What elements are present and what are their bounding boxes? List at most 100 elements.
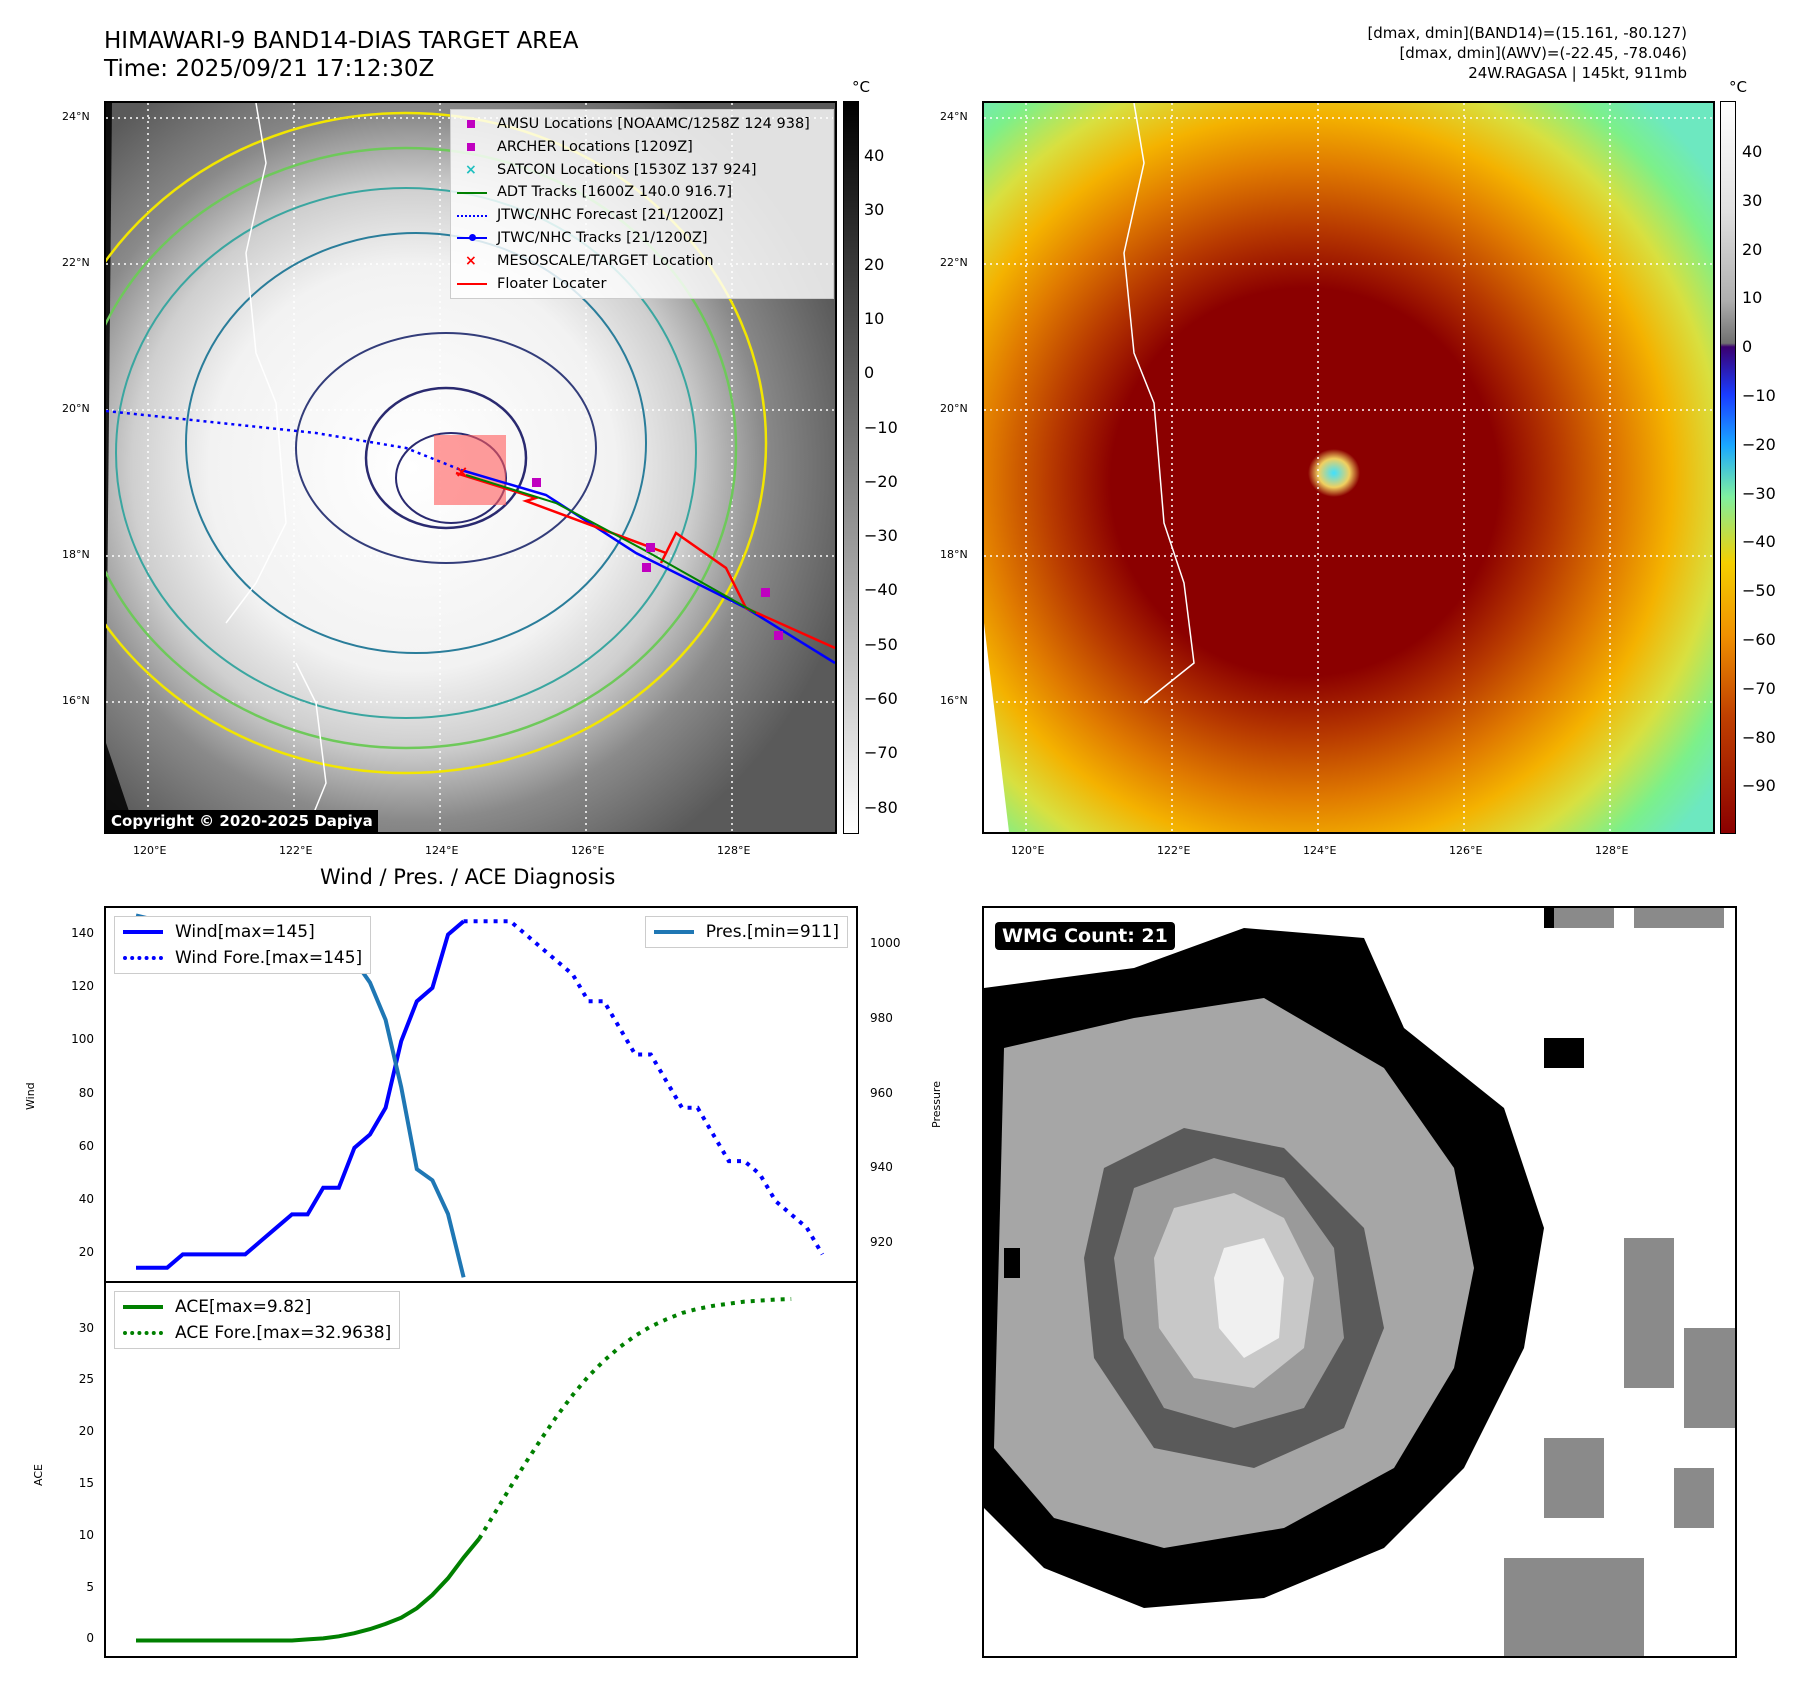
colorbar-tick: −10 (1742, 386, 1776, 405)
pressure-axis-label: Pressure (930, 1081, 943, 1128)
ace-legend: ACE[max=9.82] ACE Fore.[max=32.9638] (114, 1291, 401, 1349)
legend-label: AMSU Locations [NOAAMC/1258Z 124 938] (497, 116, 810, 132)
series-line-0 (136, 919, 465, 1270)
legend-square-icon (457, 140, 487, 154)
colorbar-tick: 30 (1742, 190, 1763, 210)
colorbar-tick: −70 (864, 743, 898, 763)
lat-tick: 22°N (940, 256, 968, 269)
awv-map-svg (984, 103, 1713, 832)
legend-item-wind: Wind[max=145] (123, 919, 362, 945)
lat-tick: 16°N (62, 694, 90, 707)
lon-tick: 120°E (133, 844, 167, 857)
legend-line-icon (457, 277, 487, 291)
legend-label: ARCHER Locations [1209Z] (497, 138, 693, 155)
colorbar-tick: 0 (1742, 337, 1753, 357)
colorbar-tick: 10 (864, 308, 885, 328)
legend-line-icon (123, 930, 163, 934)
svg-text:×: × (455, 462, 468, 481)
ace-y-tick: 0 (86, 1631, 94, 1646)
colorbar-right-unit: °C (1729, 78, 1747, 96)
ace-y-tick: 5 (86, 1579, 94, 1594)
wmg-count-badge: WMG Count: 21 (995, 922, 1175, 950)
ace-y-tick: 25 (78, 1372, 94, 1387)
lon-tick: 124°E (425, 844, 459, 857)
info-awv-range: [dmax, dmin](AWV)=(-22.45, -78.046) (1399, 44, 1687, 62)
lon-tick: 124°E (1303, 844, 1337, 857)
awv-map-panel (982, 101, 1715, 834)
colorbar-tick: 20 (864, 254, 885, 274)
wind-y-tick: 80 (78, 1085, 94, 1100)
legend-x-icon: × (465, 253, 477, 270)
lat-tick: 24°N (940, 110, 968, 123)
legend-label: Pres.[min=911] (705, 922, 839, 942)
wind-y-tick: 140 (71, 925, 94, 940)
legend-item-wind-forecast: Wind Fore.[max=145] (123, 945, 362, 971)
legend-dotted-icon (457, 209, 487, 223)
ace-chart-panel: ACE[max=9.82] ACE Fore.[max=32.9638] (104, 1281, 858, 1658)
info-storm: 24W.RAGASA | 145kt, 911mb (1468, 64, 1687, 82)
pressure-y-tick: 940 (870, 1160, 893, 1175)
wind-y-tick: 60 (78, 1138, 94, 1153)
legend-line-icon (123, 1305, 163, 1309)
legend-square-icon (457, 117, 487, 131)
wind-pressure-chart-panel: Wind[max=145] Wind Fore.[max=145] Pres.[… (104, 906, 858, 1283)
legend-dotted-icon (123, 1331, 163, 1335)
colorbar-right (1720, 101, 1736, 834)
colorbar-tick: −80 (864, 797, 898, 817)
wmg-image (984, 908, 1735, 1656)
legend-label: JTWC/NHC Tracks [21/1200Z] (497, 229, 708, 246)
lat-tick: 20°N (940, 402, 968, 415)
lon-tick: 126°E (571, 844, 605, 857)
ace-series-line-0 (136, 1537, 481, 1643)
colorbar-left-unit: °C (852, 78, 870, 96)
copyright-label: Copyright © 2020-2025 Dapiya (106, 810, 378, 832)
ir-map-panel: × Copyright © 2020-2025 Dapiya AMSU Loca… (104, 101, 837, 834)
colorbar-tick: −50 (864, 634, 898, 654)
ace-y-tick: 20 (78, 1424, 94, 1439)
legend-item-forecast: JTWC/NHC Forecast [21/1200Z] (457, 204, 827, 227)
pressure-legend: Pres.[min=911] (644, 916, 848, 948)
info-band14-range: [dmax, dmin](BAND14)=(15.161, -80.127) (1367, 24, 1687, 42)
pressure-y-tick: 1000 (870, 936, 901, 951)
legend-item-ace-forecast: ACE Fore.[max=32.9638] (123, 1320, 391, 1346)
lon-tick: 128°E (717, 844, 751, 857)
colorbar-tick: 30 (864, 200, 885, 220)
colorbar-tick: −90 (1742, 776, 1776, 796)
pressure-y-tick: 920 (870, 1234, 893, 1249)
ace-y-tick: 15 (78, 1476, 94, 1491)
diagnosis-title: Wind / Pres. / ACE Diagnosis (320, 865, 616, 889)
ace-axis-label: ACE (32, 1464, 45, 1486)
wind-y-tick: 120 (71, 978, 94, 993)
legend-label: Wind[max=145] (175, 922, 315, 942)
legend-item-mesoscale: × MESOSCALE/TARGET Location (457, 250, 827, 273)
legend-line-icon (653, 930, 694, 934)
legend-item-pressure: Pres.[min=911] (653, 919, 839, 945)
colorbar-tick: −40 (1742, 532, 1776, 552)
wind-y-tick: 20 (78, 1245, 94, 1260)
legend-label: JTWC/NHC Forecast [21/1200Z] (497, 207, 724, 224)
colorbar-tick: −20 (864, 471, 898, 491)
colorbar-tick: −30 (1742, 483, 1776, 503)
ace-chart (136, 1297, 792, 1643)
pressure-y-tick: 960 (870, 1085, 893, 1100)
lat-tick: 18°N (62, 548, 90, 561)
figure-title: HIMAWARI-9 BAND14-DIAS TARGET AREA (104, 28, 579, 54)
legend-item-tracks: JTWC/NHC Tracks [21/1200Z] (457, 227, 827, 250)
colorbar-tick: 0 (864, 363, 875, 383)
lon-tick: 122°E (279, 844, 313, 857)
colorbar-tick: −70 (1742, 678, 1776, 698)
colorbar-tick: −10 (864, 417, 898, 437)
series-line-1 (463, 919, 825, 1256)
colorbar-tick: −80 (1742, 727, 1776, 747)
lat-tick: 16°N (940, 694, 968, 707)
ace-y-tick: 30 (78, 1320, 94, 1335)
colorbar-tick: 40 (864, 146, 885, 165)
legend-label: SATCON Locations [1530Z 137 924] (497, 161, 757, 178)
legend-item-floater: Floater Locater (457, 273, 827, 296)
colorbar-tick: 40 (1742, 142, 1763, 161)
pressure-y-tick: 980 (870, 1010, 893, 1025)
legend-item-archer: ARCHER Locations [1209Z] (457, 136, 827, 159)
lat-tick: 24°N (62, 110, 90, 123)
legend-x-icon: × (465, 161, 477, 178)
legend-line-dot-icon (457, 231, 487, 245)
